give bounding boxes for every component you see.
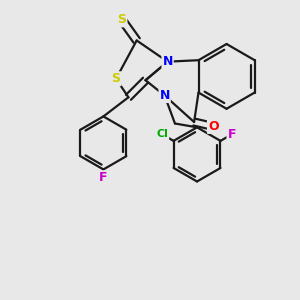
Text: Cl: Cl	[156, 129, 168, 140]
Text: F: F	[227, 128, 236, 141]
Text: S: S	[112, 72, 121, 85]
Text: F: F	[99, 171, 108, 184]
Text: S: S	[118, 14, 127, 26]
Text: N: N	[160, 89, 170, 102]
Text: O: O	[208, 120, 218, 133]
Text: N: N	[162, 55, 173, 68]
